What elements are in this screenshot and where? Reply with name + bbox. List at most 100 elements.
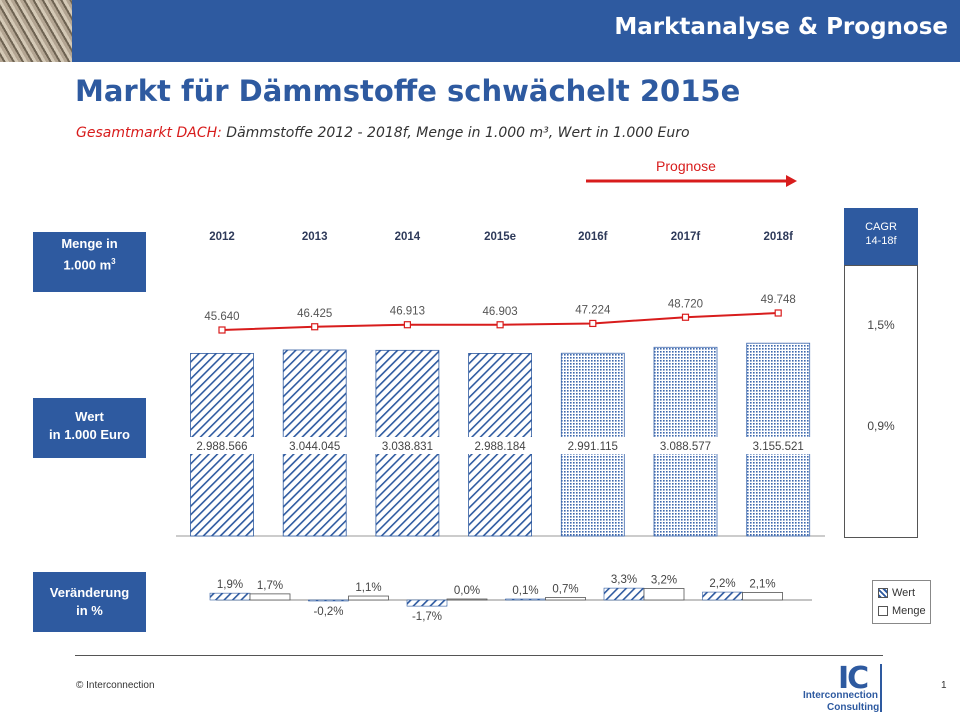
row-label-veraenderung-line1: Veränderung bbox=[49, 585, 130, 600]
menge-point bbox=[403, 321, 411, 329]
subtitle-highlight: Gesamtmarkt DACH: bbox=[76, 125, 222, 141]
wert-label-bg bbox=[374, 437, 441, 454]
cagr-panel bbox=[844, 265, 918, 538]
change-label-menge: 1,1% bbox=[355, 582, 381, 594]
row-label-wert-line2: in 1.000 Euro bbox=[49, 427, 130, 442]
change-bar-wert bbox=[209, 592, 251, 601]
change-bar-menge bbox=[249, 593, 291, 601]
menge-point bbox=[218, 326, 226, 334]
change-bar-menge bbox=[643, 588, 685, 601]
row-label-veraenderung: Veränderung in % bbox=[33, 572, 146, 632]
category-label: 2016f bbox=[578, 231, 608, 243]
legend-label-menge: Menge bbox=[892, 605, 926, 617]
change-label-wert: 1,9% bbox=[217, 579, 243, 591]
wert-data-label: 2.991.115 bbox=[568, 441, 618, 453]
logo-bar bbox=[880, 664, 882, 712]
wert-label-bg bbox=[652, 437, 719, 454]
cagr-title-line1: CAGR bbox=[865, 221, 897, 233]
cagr-title-line2: 14-18f bbox=[865, 235, 897, 247]
prognose-label: Prognose bbox=[656, 158, 716, 174]
category-label: 2017f bbox=[671, 231, 701, 243]
row-label-menge-line1: Menge in bbox=[61, 236, 118, 251]
subtitle-rest: Dämmstoffe 2012 - 2018f, Menge in 1.000 … bbox=[221, 125, 690, 141]
change-label-wert: 2,2% bbox=[709, 578, 735, 590]
menge-data-label: 46.425 bbox=[297, 308, 332, 320]
wert-data-label: 2.988.184 bbox=[475, 441, 527, 453]
row-label-veraenderung-line2: in % bbox=[76, 603, 103, 618]
wert-label-bg bbox=[560, 437, 626, 454]
cagr-wert-value: 0,9% bbox=[867, 419, 895, 433]
change-bar-wert bbox=[603, 587, 645, 601]
page-number: 1 bbox=[941, 680, 947, 691]
change-bar-menge bbox=[742, 592, 783, 601]
legend: Wert Menge bbox=[872, 580, 931, 624]
wert-data-label: 3.038.831 bbox=[382, 441, 433, 453]
legend-label-wert: Wert bbox=[892, 587, 916, 599]
change-label-menge: 3,2% bbox=[651, 574, 677, 586]
menge-data-label: 48.720 bbox=[668, 298, 703, 310]
wert-label-bg bbox=[467, 437, 533, 454]
wert-data-label: 3.088.577 bbox=[660, 441, 711, 453]
prognose-arrow bbox=[586, 175, 797, 187]
menge-point bbox=[774, 309, 782, 317]
row-label-menge-line2: 1.000 m3 bbox=[33, 253, 146, 274]
change-label-menge: 1,7% bbox=[257, 580, 283, 592]
wert-data-label: 2.988.566 bbox=[196, 441, 247, 453]
row-label-menge-unit: 1.000 m bbox=[63, 257, 112, 273]
row-label-wert-line1: Wert bbox=[75, 409, 104, 424]
menge-point bbox=[681, 313, 690, 321]
row-label-wert: Wert in 1.000 Euro bbox=[33, 398, 146, 458]
menge-data-label: 49.748 bbox=[761, 294, 796, 306]
menge-data-label: 47.224 bbox=[575, 304, 611, 316]
cagr-header: CAGR 14-18f bbox=[844, 208, 918, 265]
wert-label-bg bbox=[282, 437, 348, 454]
header-title: Marktanalyse & Prognose bbox=[614, 14, 948, 40]
legend-item-wert: Wert bbox=[878, 587, 915, 599]
logo-text-interconnection: Interconnection bbox=[803, 690, 879, 701]
category-label: 2012 bbox=[209, 231, 235, 243]
menge-data-label: 46.903 bbox=[483, 306, 518, 318]
row-label-menge: Menge in 1.000 m3 bbox=[33, 232, 146, 292]
change-label-menge: 2,1% bbox=[749, 578, 775, 590]
menge-data-label: 46.913 bbox=[390, 306, 425, 318]
header-image bbox=[0, 0, 72, 62]
change-bar-wert bbox=[406, 599, 448, 607]
menge-data-label: 45.640 bbox=[204, 311, 239, 323]
change-bar-menge bbox=[446, 598, 488, 601]
category-label: 2018f bbox=[763, 231, 793, 243]
wert-data-label: 3.044.045 bbox=[289, 441, 340, 453]
legend-swatch-menge bbox=[878, 606, 888, 616]
change-label-wert: 3,3% bbox=[611, 574, 637, 586]
change-label-wert: 0,1% bbox=[512, 585, 538, 597]
page-title: Markt für Dämmstoffe schwächelt 2015e bbox=[75, 74, 741, 108]
footer-divider bbox=[75, 655, 883, 656]
row-label-menge-sup: 3 bbox=[111, 257, 116, 266]
change-label-wert: -1,7% bbox=[412, 611, 442, 623]
cagr-menge-value: 1,5% bbox=[867, 318, 895, 332]
menge-point bbox=[589, 319, 597, 328]
category-label: 2013 bbox=[302, 231, 328, 243]
change-bar-wert bbox=[702, 591, 743, 601]
change-label-menge: 0,7% bbox=[552, 583, 578, 595]
wert-label-bg bbox=[189, 437, 255, 454]
category-label: 2015e bbox=[484, 231, 516, 243]
category-label: 2014 bbox=[395, 231, 421, 243]
menge-point bbox=[311, 323, 319, 331]
logo-text-consulting: Consulting bbox=[827, 702, 880, 713]
change-bar-menge bbox=[348, 595, 389, 601]
logo-ic: IC bbox=[838, 661, 869, 696]
copyright: © Interconnection bbox=[76, 680, 155, 691]
legend-item-menge: Menge bbox=[878, 605, 926, 617]
header-bar: Marktanalyse & Prognose bbox=[0, 0, 960, 62]
change-label-wert: -0,2% bbox=[313, 606, 343, 618]
change-bar-menge bbox=[545, 597, 586, 601]
wert-label-bg bbox=[745, 437, 811, 454]
wert-data-label: 3.155.521 bbox=[753, 441, 804, 453]
change-bar-wert bbox=[505, 598, 546, 601]
change-bar-wert bbox=[308, 599, 349, 602]
change-label-menge: 0,0% bbox=[454, 585, 480, 597]
menge-point bbox=[496, 321, 504, 329]
subtitle: Gesamtmarkt DACH: Dämmstoffe 2012 - 2018… bbox=[76, 125, 690, 141]
legend-swatch-wert bbox=[878, 588, 888, 598]
